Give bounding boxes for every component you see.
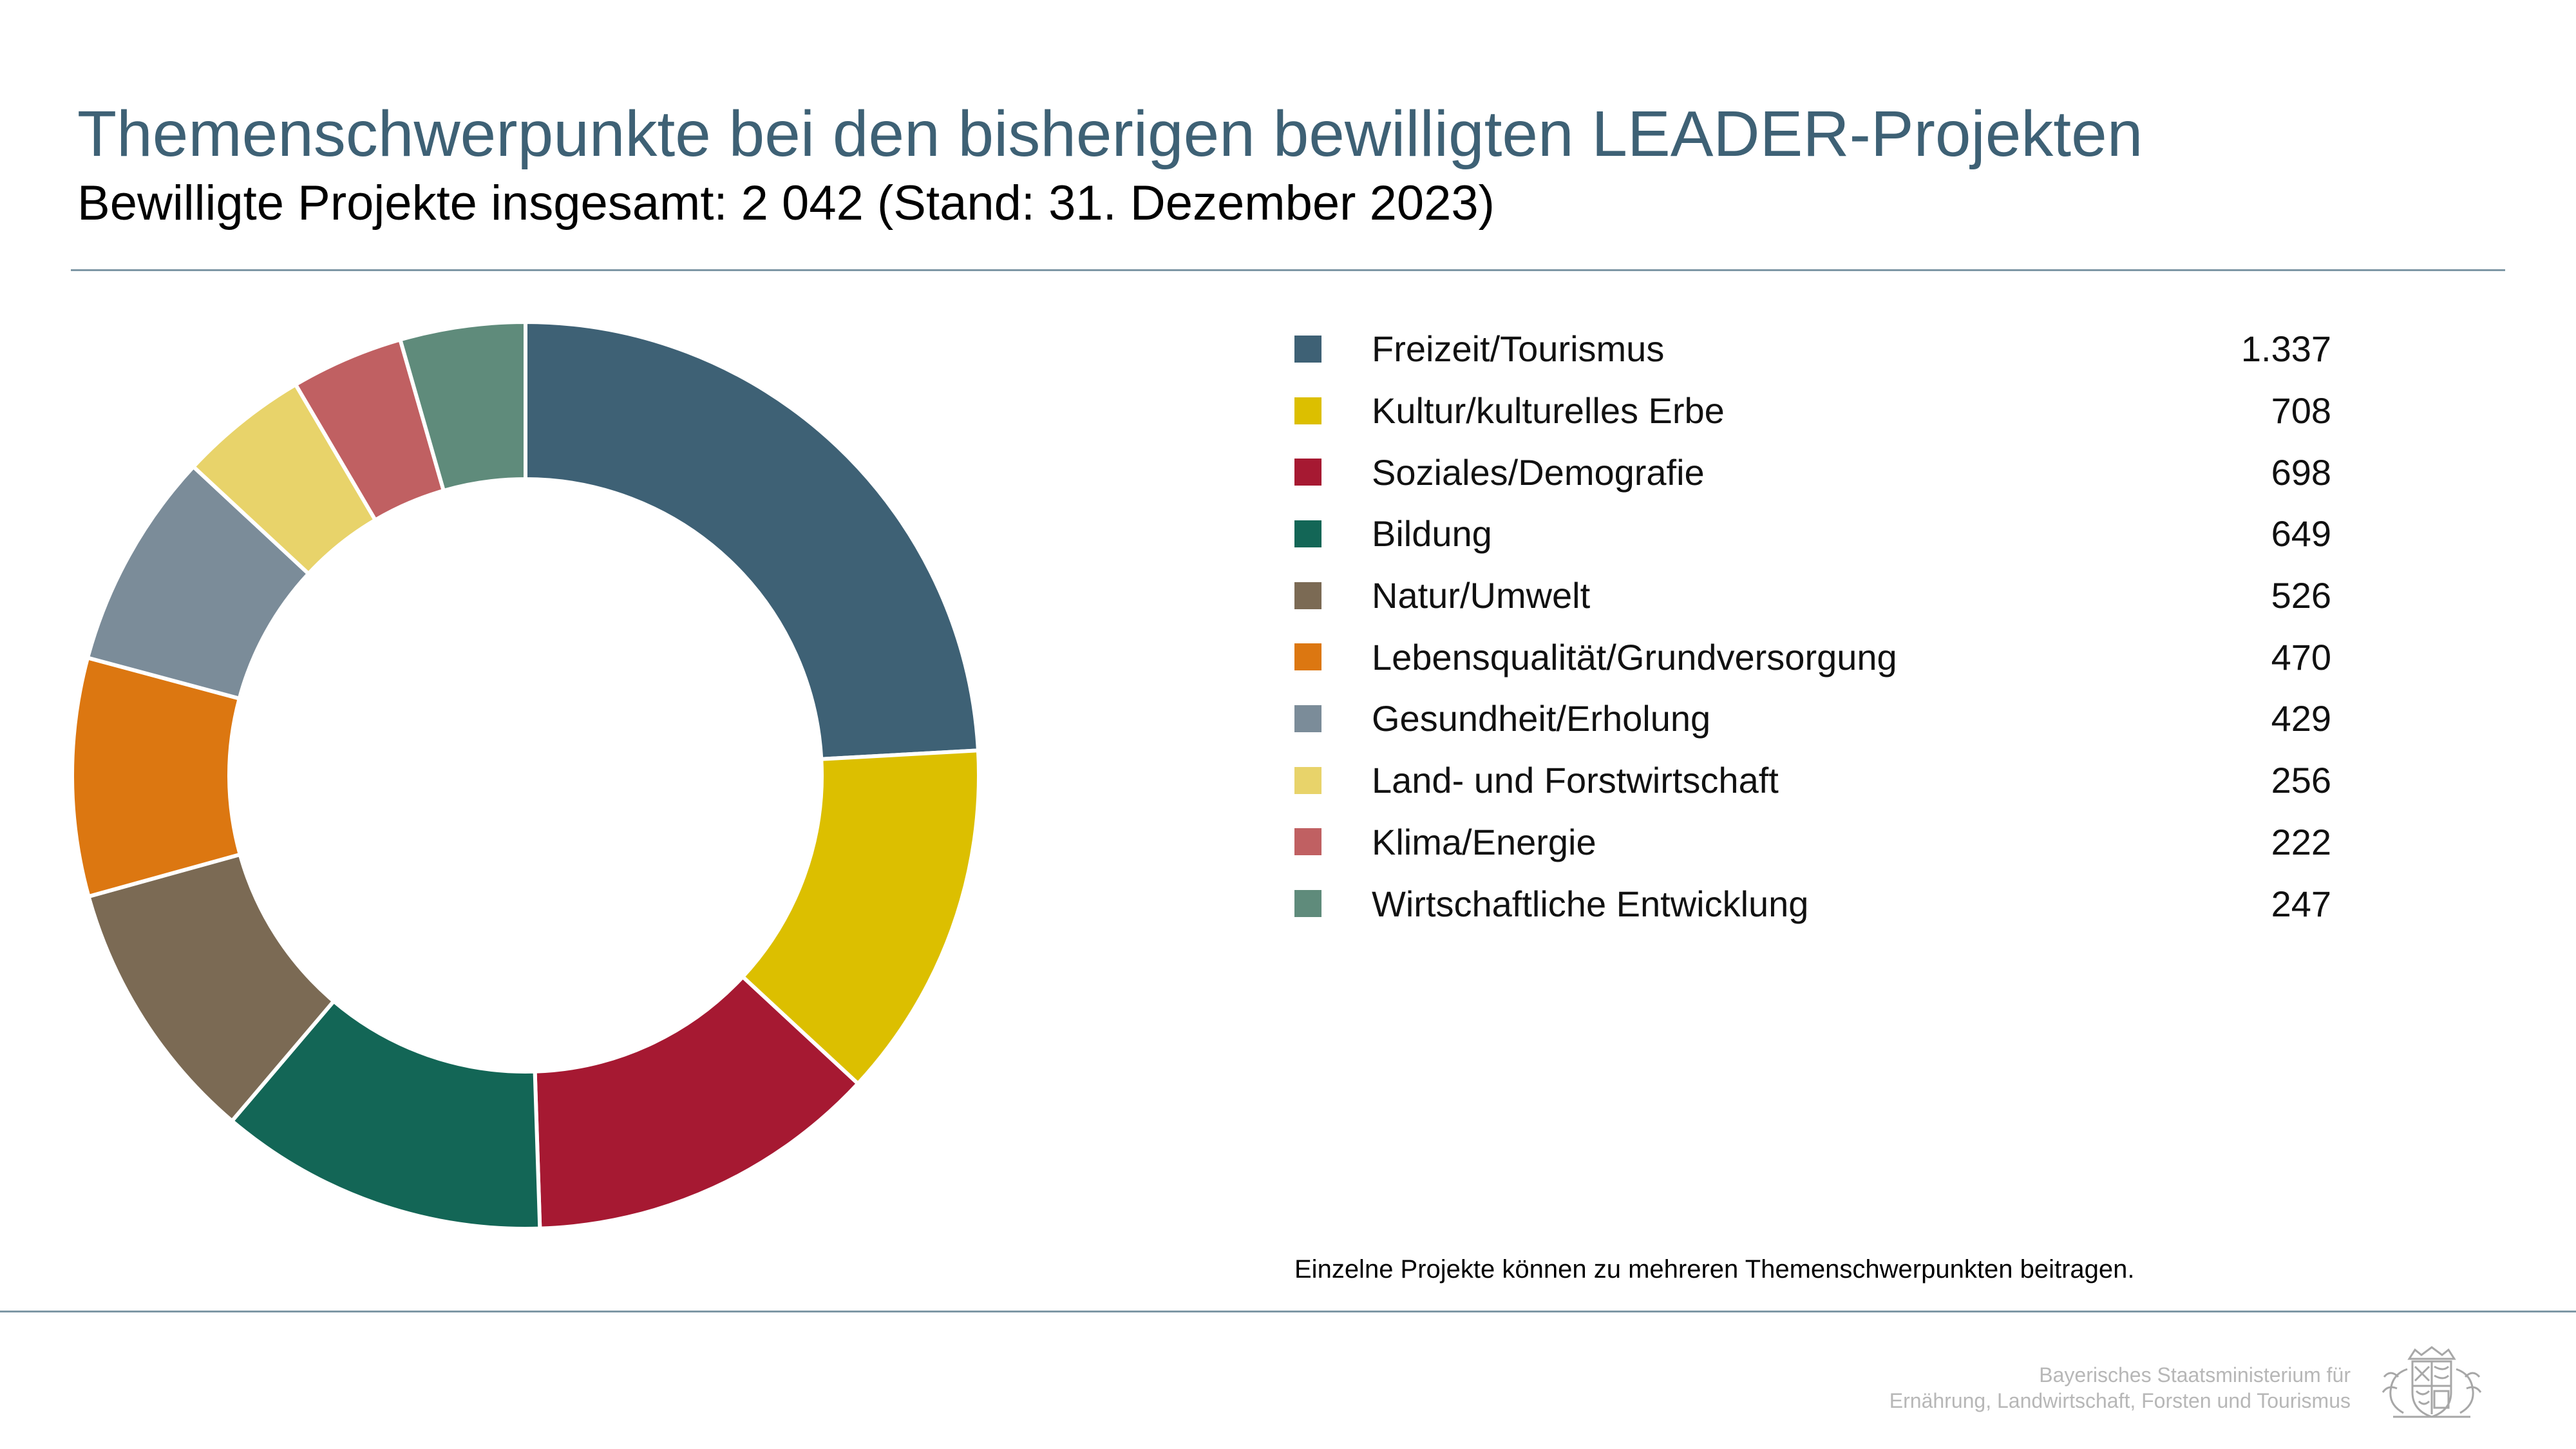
legend-item: Freizeit/Tourismus 1.337	[1294, 318, 2331, 380]
legend-item: Natur/Umwelt 526	[1294, 565, 2331, 627]
footnote: Einzelne Projekte können zu mehreren The…	[1294, 1255, 2135, 1283]
legend-item: Gesundheit/Erholung 429	[1294, 688, 2331, 750]
legend-item: Wirtschaftliche Entwicklung 247	[1294, 873, 2331, 934]
ministry-name: Bayerisches Staatsministerium für Ernähr…	[1889, 1362, 2351, 1414]
legend-value: 247	[2271, 883, 2331, 924]
legend-swatch	[1294, 397, 1321, 424]
legend-value: 1.337	[2240, 328, 2331, 370]
donut-slice-10	[397, 319, 527, 493]
bavarian-coat-of-arms-icon	[2382, 1346, 2482, 1418]
legend-swatch	[1294, 335, 1321, 363]
legend-value: 698	[2271, 451, 2331, 493]
legend-value: 429	[2271, 698, 2331, 739]
legend-swatch	[1294, 890, 1321, 918]
donut-slice-2	[740, 748, 981, 1086]
bottom-divider	[0, 1311, 2576, 1312]
legend-label: Kultur/kulturelles Erbe	[1372, 390, 1725, 431]
legend-swatch	[1294, 520, 1321, 547]
legend-swatch	[1294, 705, 1321, 732]
top-divider	[71, 269, 2505, 271]
chart-legend: Freizeit/Tourismus 1.337 Kultur/kulturelle…	[1294, 318, 2331, 934]
legend-value: 526	[2271, 575, 2331, 616]
legend-item: Lebensqualität/Grundversorgung 470	[1294, 626, 2331, 688]
legend-value: 649	[2271, 513, 2331, 554]
donut-slice-3	[533, 974, 861, 1231]
legend-label: Land- und Forstwirtschaft	[1372, 760, 1779, 801]
chart-title: Themenschwerpunkte bei den bisherigen be…	[77, 98, 2143, 170]
ministry-line-2: Ernährung, Landwirtschaft, Forsten und T…	[1889, 1389, 2351, 1412]
legend-item: Kultur/kulturelles Erbe 708	[1294, 380, 2331, 442]
legend-item: Bildung 649	[1294, 503, 2331, 565]
legend-item: Soziales/Demografie 698	[1294, 441, 2331, 503]
legend-item: Land- und Forstwirtschaft 256	[1294, 750, 2331, 811]
legend-item: Klima/Energie 222	[1294, 811, 2331, 873]
donut-slice-1	[524, 319, 981, 761]
legend-value: 222	[2271, 821, 2331, 862]
legend-value: 256	[2271, 760, 2331, 801]
legend-label: Gesundheit/Erholung	[1372, 698, 1711, 739]
legend-swatch	[1294, 643, 1321, 671]
legend-label: Natur/Umwelt	[1372, 575, 1591, 616]
legend-swatch	[1294, 828, 1321, 856]
chart-subtitle: Bewilligte Projekte insgesamt: 2 042 (St…	[77, 176, 1495, 231]
donut-slice-4	[229, 998, 542, 1231]
legend-label: Freizeit/Tourismus	[1372, 328, 1665, 370]
legend-label: Soziales/Demografie	[1372, 451, 1705, 493]
legend-swatch	[1294, 459, 1321, 486]
legend-swatch	[1294, 766, 1321, 794]
legend-label: Bildung	[1372, 513, 1492, 554]
ministry-line-1: Bayerisches Staatsministerium für	[2039, 1363, 2351, 1387]
legend-label: Klima/Energie	[1372, 821, 1596, 862]
legend-label: Lebensqualität/Grundversorgung	[1372, 636, 1897, 677]
legend-label: Wirtschaftliche Entwicklung	[1372, 883, 1809, 924]
legend-value: 470	[2271, 636, 2331, 677]
legend-swatch	[1294, 582, 1321, 609]
legend-value: 708	[2271, 390, 2331, 431]
